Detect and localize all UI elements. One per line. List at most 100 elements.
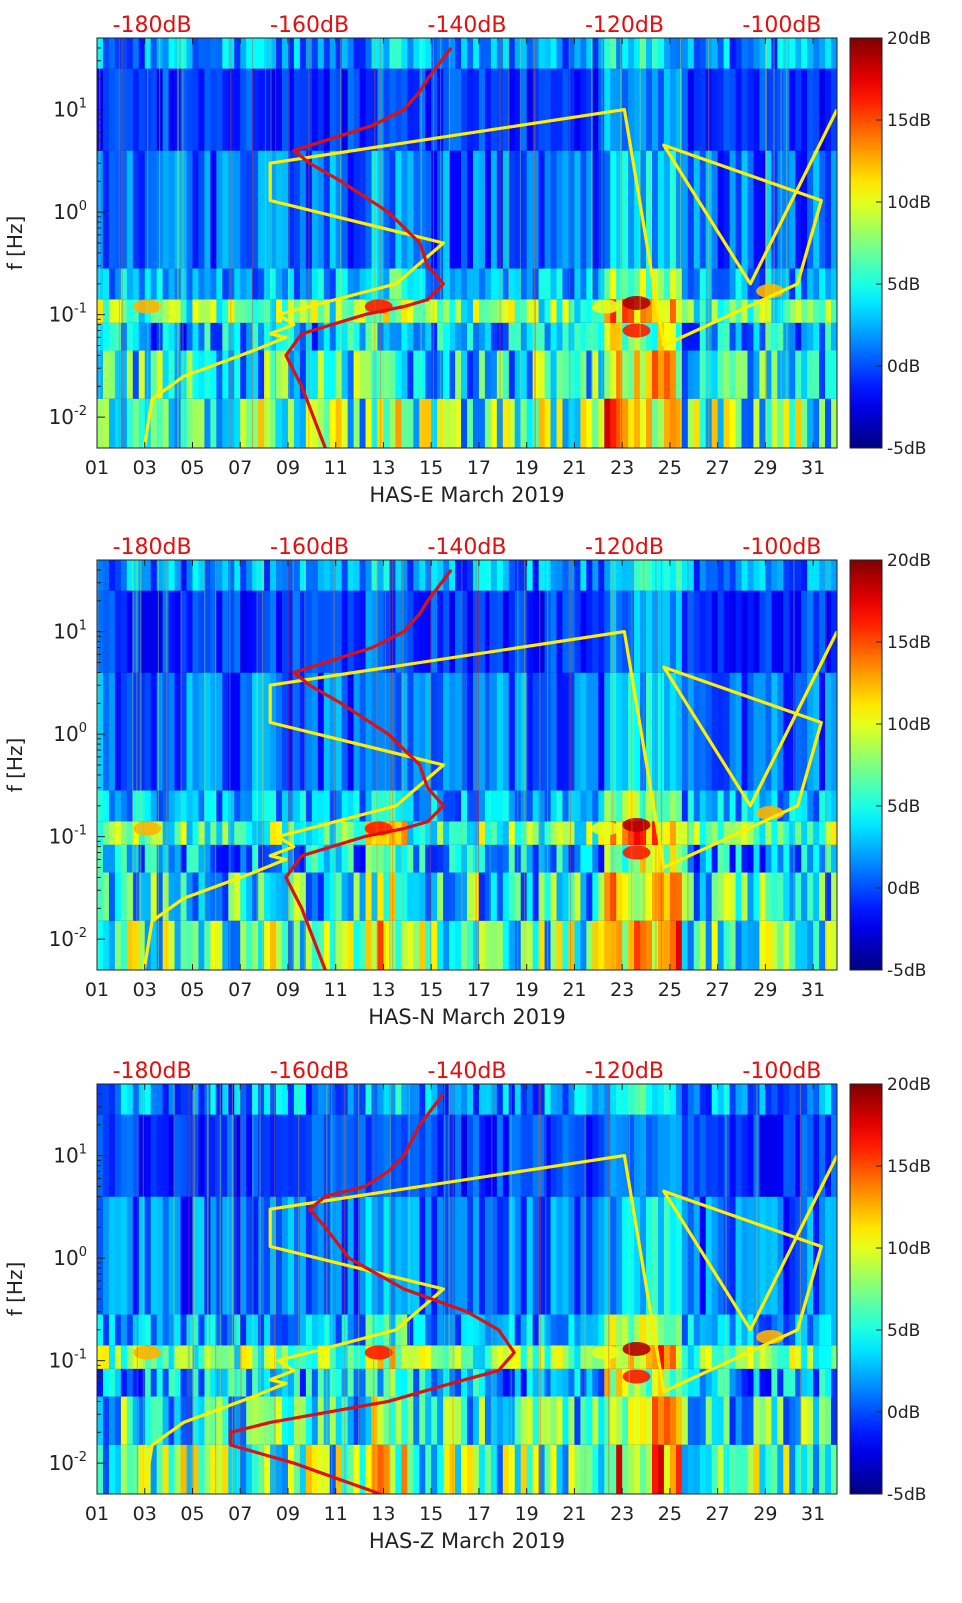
- heatmap-cell: [783, 1314, 790, 1346]
- heatmap-cell: [437, 1314, 444, 1346]
- heatmap-cell: [317, 920, 325, 970]
- heatmap-cell: [711, 590, 719, 673]
- heatmap-cell: [335, 590, 343, 673]
- heatmap-cell: [681, 872, 689, 921]
- heatmap-cell: [162, 1114, 170, 1197]
- heatmap-cell: [663, 68, 671, 151]
- heatmap-cell: [431, 844, 438, 873]
- heatmap-cell: [783, 1368, 790, 1397]
- heatmap-cell: [538, 1196, 546, 1315]
- heatmap-cell: [329, 590, 337, 673]
- heatmap-cell: [258, 1084, 265, 1115]
- heatmap-cell: [395, 350, 402, 399]
- heatmap-cell: [508, 672, 516, 791]
- heatmap-cell: [532, 38, 540, 69]
- heatmap-cell: [270, 68, 277, 151]
- heatmap-cell: [359, 1368, 367, 1397]
- heatmap-cell: [437, 68, 444, 151]
- heatmap-cell: [341, 322, 349, 351]
- heatmap-cell: [825, 1314, 832, 1346]
- heatmap-cell: [252, 560, 259, 591]
- heatmap-cell: [819, 821, 826, 845]
- heatmap-cell: [574, 844, 581, 873]
- heatmap-cell: [138, 920, 146, 970]
- heatmap-cell: [335, 672, 343, 791]
- heatmap-cell: [801, 1314, 808, 1346]
- heatmap-cell: [795, 844, 802, 873]
- heatmap-cell: [282, 920, 289, 970]
- heatmap-cell: [407, 1368, 414, 1397]
- heatmap-cell: [365, 920, 373, 970]
- heatmap-streak: [206, 1084, 208, 1494]
- heatmap-cell: [622, 150, 629, 269]
- heatmap-cell: [437, 1396, 444, 1445]
- heatmap-cell: [663, 350, 671, 399]
- heatmap-streak: [569, 38, 571, 448]
- heatmap-cell: [526, 844, 534, 873]
- heatmap-cell: [771, 1114, 778, 1197]
- heatmap-cell: [610, 872, 617, 921]
- heatmap-cell: [681, 1396, 689, 1445]
- heatmap-cell: [395, 560, 402, 591]
- heatmap-cell: [389, 1444, 396, 1494]
- colorbar-tick-label: -5dB: [887, 1485, 926, 1505]
- heatmap-cell: [484, 1368, 492, 1397]
- heatmap-cell: [604, 268, 611, 300]
- heatmap-streak: [384, 560, 386, 970]
- heatmap-cell: [646, 150, 653, 269]
- heatmap-cell: [246, 68, 253, 151]
- heatmap-cell: [228, 299, 235, 323]
- heatmap-cell: [371, 1084, 379, 1115]
- heatmap-cell: [126, 398, 134, 448]
- y-tick-label: 10-2: [49, 926, 87, 951]
- heatmap-cell: [156, 844, 164, 873]
- heatmap-cell: [174, 268, 182, 300]
- heatmap-cell: [287, 398, 295, 448]
- heatmap-cell: [580, 560, 587, 591]
- heatmap-cell: [771, 821, 778, 845]
- heatmap-cell: [514, 1084, 522, 1115]
- heatmap-cell: [747, 350, 755, 399]
- heatmap-streak: [432, 38, 435, 448]
- heatmap-cell: [604, 1084, 611, 1115]
- colorbar-tick-label: 15dB: [887, 633, 931, 653]
- heatmap-cell: [365, 1396, 373, 1445]
- heatmap-cell: [455, 150, 462, 269]
- heatmap-cell: [419, 844, 426, 873]
- heatmap-cell: [652, 1084, 659, 1115]
- heatmap-cell: [198, 268, 206, 300]
- heatmap-cell: [264, 821, 271, 845]
- heatmap-cell: [538, 590, 546, 673]
- heatmap-cell: [180, 1114, 188, 1197]
- heatmap-cell: [502, 322, 510, 351]
- heatmap-cell: [282, 560, 289, 591]
- heatmap-cell: [341, 844, 349, 873]
- heatmap-cell: [747, 1196, 755, 1315]
- heatmap-cell: [389, 844, 396, 873]
- heatmap-cell: [717, 268, 725, 300]
- heatmap-cell: [568, 920, 576, 970]
- heatmap-streak: [538, 1084, 540, 1494]
- heatmap-cell: [640, 1444, 647, 1494]
- heatmap-cell: [228, 1114, 235, 1197]
- heatmap-cell: [120, 68, 128, 151]
- heatmap-cell: [544, 560, 552, 591]
- heatmap-cell: [180, 1314, 188, 1346]
- heatmap-cell: [586, 150, 593, 269]
- heatmap-cell: [693, 268, 701, 300]
- heatmap-cell: [144, 1196, 152, 1315]
- heatmap-cell: [359, 590, 367, 673]
- heatmap-cell: [783, 790, 790, 822]
- heatmap-cell: [562, 1196, 570, 1315]
- heatmap-cell: [270, 1084, 277, 1115]
- heatmap-cell: [514, 590, 522, 673]
- heatmap-cell: [634, 821, 641, 845]
- heatmap-streak: [292, 560, 294, 970]
- heatmap-cell: [687, 1314, 695, 1346]
- heatmap-cell: [693, 299, 701, 323]
- heatmap-cell: [246, 821, 253, 845]
- heatmap-cell: [646, 920, 653, 970]
- heatmap-cell: [305, 1114, 313, 1197]
- heatmap-cell: [610, 1368, 617, 1397]
- heatmap-cell: [138, 350, 146, 399]
